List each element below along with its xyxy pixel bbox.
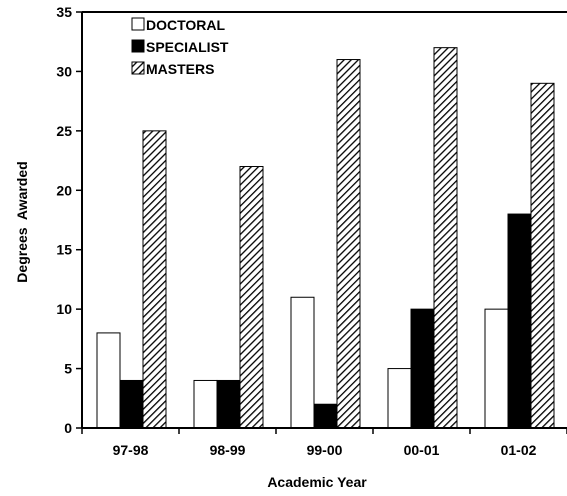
y-tick-label: 30 — [56, 63, 72, 79]
legend: DOCTORAL SPECIALIST MASTERS — [131, 17, 229, 77]
x-tick-label: 97-98 — [113, 442, 149, 458]
y-tick-label: 10 — [56, 301, 72, 317]
bar-doctoral-01-02 — [484, 308, 509, 429]
y-tick-label: 20 — [56, 182, 72, 198]
bar-specialist-98-99 — [216, 379, 241, 429]
axes-group — [76, 11, 567, 434]
legend-swatch-masters — [131, 61, 145, 75]
bar-specialist-99-00 — [313, 403, 338, 429]
y-axis-title: Degrees Awarded — [14, 161, 30, 282]
y-tick-label: 5 — [64, 361, 72, 377]
x-tick-label: 99-00 — [307, 442, 343, 458]
legend-swatch-doctoral — [131, 17, 145, 31]
bar-masters-98-99 — [239, 166, 264, 429]
y-tick-label: 25 — [56, 123, 72, 139]
y-tick-label: 0 — [64, 420, 72, 436]
bar-doctoral-97-98 — [96, 332, 121, 429]
bar-specialist-00-01 — [410, 308, 435, 429]
bar-masters-01-02 — [530, 82, 555, 429]
y-tick-label: 35 — [56, 4, 72, 20]
legend-swatch-specialist — [131, 39, 145, 53]
x-tick-label: 98-99 — [210, 442, 246, 458]
legend-label-doctoral: DOCTORAL — [146, 17, 226, 33]
bar-masters-97-98 — [142, 130, 167, 429]
bar-doctoral-98-99 — [193, 379, 218, 429]
tick-labels-group: 0 5 10 15 20 25 30 35 97-98 98-99 99-00 00-01 01-02 — [56, 4, 536, 458]
bar-specialist-97-98 — [119, 379, 144, 429]
x-tick-label: 01-02 — [501, 442, 537, 458]
bar-masters-99-00 — [336, 59, 361, 429]
legend-label-specialist: SPECIALIST — [146, 39, 229, 55]
x-tick-label: 00-01 — [404, 442, 440, 458]
bar-doctoral-00-01 — [387, 368, 412, 429]
legend-label-masters: MASTERS — [146, 61, 214, 77]
x-axis-title: Academic Year — [267, 474, 367, 490]
bar-masters-00-01 — [433, 47, 458, 429]
bar-specialist-01-02 — [507, 213, 532, 429]
y-tick-label: 15 — [56, 242, 72, 258]
bars-group — [96, 47, 555, 429]
bar-doctoral-99-00 — [290, 296, 315, 429]
